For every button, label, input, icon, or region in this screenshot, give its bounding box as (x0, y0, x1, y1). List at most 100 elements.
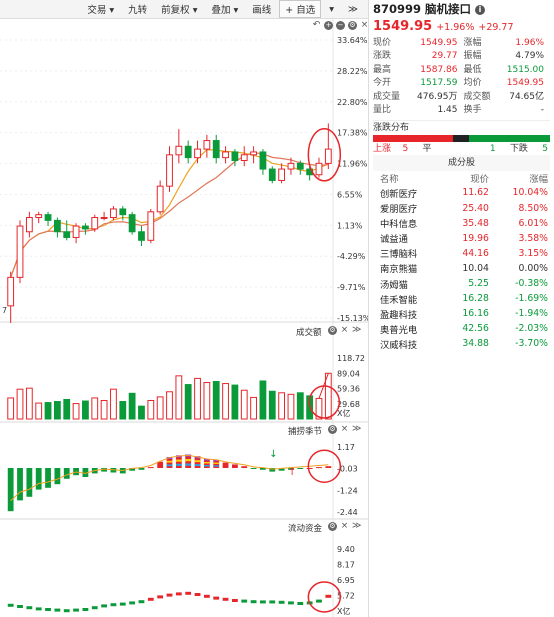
constituents-table[interactable]: 名称 现价 涨幅 创新医疗 11.62 10.04% 爱朋医疗 25.40 8.50% 中科… (373, 171, 550, 351)
stat-value: 1515.00 (506, 64, 544, 75)
macd-accent (166, 460, 173, 463)
expand-icon[interactable]: ≫ (348, 3, 358, 15)
stat-value: 1.45 (437, 105, 458, 116)
stock-change: 0.00% (518, 262, 548, 274)
panel-divider[interactable] (368, 0, 369, 617)
macd-bar (17, 468, 23, 501)
flow-bar (63, 609, 70, 613)
stock-name: 创新医疗 (380, 188, 418, 200)
candle-body (268, 168, 276, 181)
nine-turn-button[interactable]: 九转 (128, 5, 148, 16)
flow-bar (26, 606, 33, 610)
zoom-in-icon[interactable]: + (324, 21, 333, 30)
volume-bar (25, 387, 33, 420)
constituent-row[interactable]: 南京熊猫 10.04 0.00% (373, 261, 550, 276)
constituent-row[interactable]: 创新医疗 11.62 10.04% (373, 185, 550, 200)
watchlist-dropdown-icon[interactable]: ▾ (329, 3, 335, 15)
settings-icon[interactable]: ⚙ (328, 522, 337, 531)
constituent-row[interactable]: 盈趣科技 16.16 -1.94% (373, 306, 550, 321)
macd-accent (194, 464, 201, 467)
settings-icon[interactable]: ⚙ (328, 326, 337, 335)
candle (53, 217, 61, 238)
volume-bar (44, 402, 52, 420)
overlay-menu[interactable]: 叠加 ▾ (211, 5, 239, 16)
close-icon[interactable]: × (340, 424, 349, 434)
settings-icon[interactable]: ⚙ (328, 425, 337, 434)
collapse-icon[interactable]: ≫ (352, 424, 362, 434)
stock-price: 25.40 (462, 202, 489, 214)
constituent-row[interactable]: 汤姆猫 5.25 -0.38% (373, 276, 550, 291)
close-icon[interactable]: × (360, 20, 369, 30)
stock-name: 中科信息 (380, 219, 418, 231)
kline-chart-area[interactable]: 33.64% 28.22% 22.80% 17.38% 11.96% 6.55% 1.13%… (0, 0, 368, 617)
distribution-title: 涨跌分布 (373, 123, 410, 134)
volume-bar (128, 392, 136, 420)
quote-row: 成交量 476.95万 成交额 74.65亿 (373, 91, 550, 104)
collapse-icon[interactable]: ≫ (352, 521, 362, 531)
stat-label: 换手 (463, 105, 482, 116)
constituent-row[interactable]: 诚益通 19.96 3.58% (373, 231, 550, 246)
flow-bar (73, 608, 79, 612)
stat-value: - (540, 105, 544, 116)
candle-body (138, 231, 145, 241)
undo-icon[interactable]: ↶ (312, 20, 321, 30)
stock-price: 5.25 (468, 278, 489, 290)
candle-body (110, 208, 117, 219)
candle (231, 149, 239, 167)
constituent-row[interactable]: 三博脑科 44.16 3.15% (373, 246, 550, 261)
candle-body (324, 148, 332, 164)
volume-axis-label: 59.36 (337, 385, 360, 394)
trade-menu[interactable]: 交易 ▾ (87, 5, 115, 16)
candle-body (53, 219, 61, 233)
macd-bar (138, 468, 145, 470)
constituent-row[interactable]: 奥普光电 42.56 -2.03% (373, 321, 550, 336)
flow-bar (250, 600, 257, 604)
constituent-row[interactable]: 佳禾智能 16.28 -1.69% (373, 291, 550, 306)
stat-value: 29.77 (431, 51, 458, 62)
price-axis-label: -15.13% (337, 314, 368, 323)
close-icon[interactable]: × (340, 521, 349, 531)
quote-row: 现价 1549.95 涨幅 1.96% (373, 37, 550, 50)
candle (194, 140, 201, 164)
candle-body (231, 151, 239, 162)
candle (324, 123, 332, 170)
info-icon[interactable]: i (475, 4, 486, 15)
macd-accent (203, 459, 210, 461)
add-watchlist-button[interactable]: + 自选 (279, 0, 322, 18)
up-count: 5 (402, 144, 409, 155)
candle (175, 129, 183, 164)
macd-accent (185, 459, 192, 462)
candle-body (194, 148, 201, 159)
volume-bar (222, 383, 229, 420)
flow-bar (222, 597, 229, 601)
volume-bar (63, 398, 71, 420)
chart-canvas[interactable]: 33.64% 28.22% 22.80% 17.38% 11.96% 6.55% 1.13%… (0, 0, 368, 617)
stock-name: 盈趣科技 (380, 309, 418, 321)
constituent-row[interactable]: 爱朋医疗 25.40 8.50% (373, 201, 550, 216)
candle-body (16, 225, 24, 278)
stat-value: 1549.95 (420, 38, 458, 48)
collapse-icon[interactable]: ≫ (352, 325, 362, 335)
zoom-out-icon[interactable]: − (336, 21, 345, 30)
stock-change: 8.50% (518, 202, 548, 214)
candle (259, 149, 267, 175)
close-icon[interactable]: × (340, 325, 349, 335)
candle-body (240, 154, 248, 162)
stat-value: 74.65亿 (509, 91, 544, 102)
settings-icon[interactable]: ⚙ (348, 21, 357, 30)
macd-axis-label: 1.17 (337, 443, 355, 452)
macd-bar (325, 466, 332, 468)
col-name[interactable]: 名称 (380, 174, 399, 186)
volume-axis-label: 118.72 (337, 354, 365, 363)
drawing-button[interactable]: 画线 (252, 5, 272, 16)
col-change[interactable]: 涨幅 (529, 174, 548, 186)
constituent-row[interactable]: 汉威科技 34.88 -3.70% (373, 336, 550, 351)
constituent-row[interactable]: 中科信息 35.48 6.01% (373, 216, 550, 231)
quote-stats-table: 现价 1549.95 涨幅 1.96% 涨跌 29.77 振幅 4.79% 最高 1587.86 最… (373, 37, 550, 117)
col-price[interactable]: 现价 (470, 174, 489, 186)
stock-name: 汉威科技 (380, 339, 418, 351)
change-value: +29.77 (478, 22, 514, 33)
flow-axis-label: 8.17 (337, 561, 355, 570)
adjust-menu[interactable]: 前复权 ▾ (161, 5, 198, 16)
macd-bar (82, 468, 89, 477)
